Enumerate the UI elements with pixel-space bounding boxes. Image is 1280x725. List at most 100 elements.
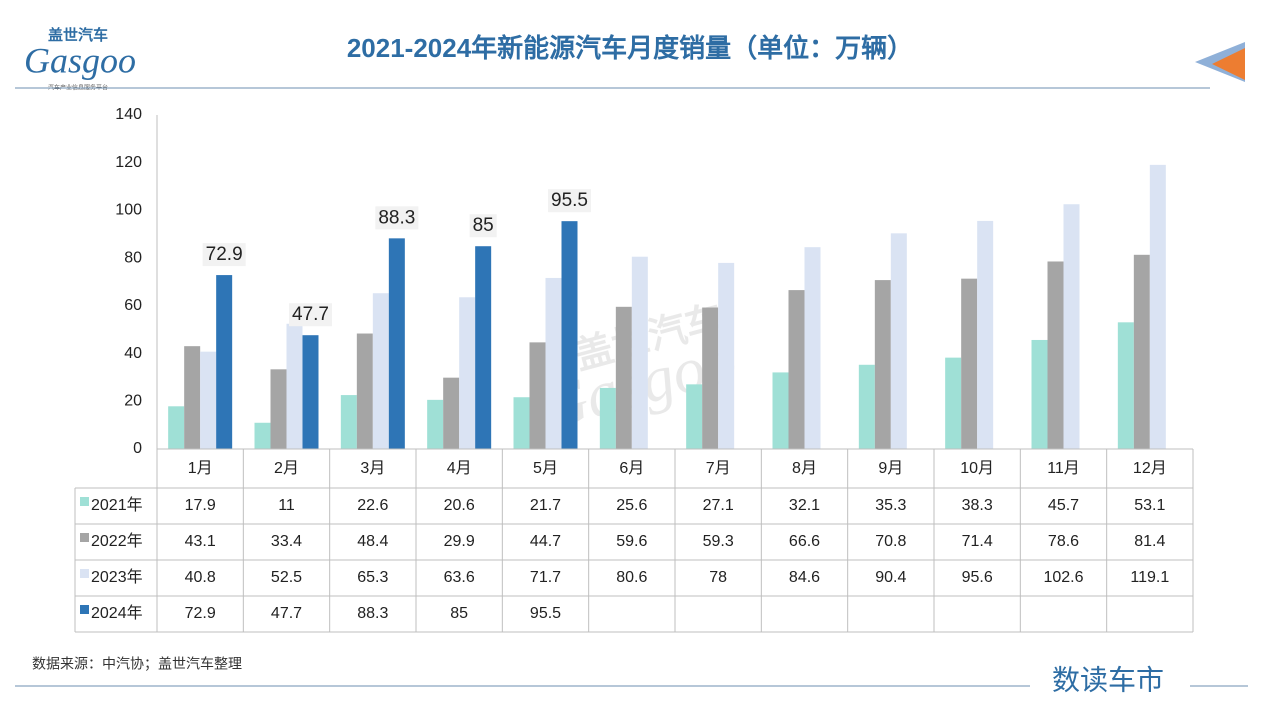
y-tick-label: 100	[115, 202, 142, 219]
bar	[961, 278, 978, 449]
table-cell: 32.1	[789, 497, 820, 514]
table-cell: 27.1	[703, 497, 734, 514]
table-cell: 71.4	[962, 533, 993, 550]
bar	[513, 397, 530, 449]
table-cell: 119.1	[1130, 569, 1169, 586]
table-cell: 59.3	[703, 533, 734, 550]
bar	[270, 369, 287, 449]
data-label: 47.7	[292, 304, 329, 325]
brand: 数读车市	[1052, 664, 1164, 695]
chart-title: 2021-2024年新能源汽车月度销量（单位：万辆）	[347, 33, 913, 63]
bar	[945, 357, 962, 449]
table-cell: 88.3	[357, 605, 388, 622]
bar	[388, 238, 405, 449]
bar	[168, 406, 185, 449]
legend-label: 2023年	[91, 568, 143, 586]
bar	[372, 293, 389, 449]
table-cell: 35.3	[875, 497, 906, 514]
x-tick-label: 12月	[1133, 460, 1167, 477]
data-label-box	[289, 303, 332, 327]
table-cell: 47.7	[271, 605, 302, 622]
x-tick-label: 2月	[274, 460, 299, 477]
bar	[804, 247, 821, 449]
table-cell: 102.6	[1043, 569, 1083, 586]
table-cell: 20.6	[444, 497, 475, 514]
bar	[599, 387, 616, 449]
y-tick-label: 0	[133, 440, 142, 457]
bar	[874, 280, 891, 449]
table-cell: 90.4	[875, 569, 906, 586]
bar	[890, 233, 907, 449]
x-tick-label: 7月	[706, 460, 731, 477]
legend-label: 2021年	[91, 496, 143, 514]
bar	[718, 262, 735, 449]
source-note: 数据来源：中汽协；盖世汽车整理	[32, 656, 242, 673]
bar	[1133, 254, 1150, 449]
table-cell: 11	[278, 497, 295, 514]
bar	[1149, 164, 1166, 449]
logo-cn: 盖世汽车	[48, 26, 108, 44]
table-cell: 21.7	[530, 497, 561, 514]
table-cell: 48.4	[357, 533, 388, 550]
logo-en: Gasgoo	[24, 40, 136, 80]
y-tick-label: 80	[124, 249, 142, 266]
x-tick-label: 1月	[188, 460, 213, 477]
table-cell: 22.6	[357, 497, 388, 514]
table-cell: 72.9	[185, 605, 216, 622]
bar	[702, 307, 719, 449]
y-tick-label: 40	[124, 345, 142, 362]
table-cell: 59.6	[616, 533, 647, 550]
legend-label: 2022年	[91, 532, 143, 550]
table-cell: 45.7	[1048, 497, 1079, 514]
table-cell: 43.1	[185, 533, 216, 550]
table-cell: 78	[709, 569, 727, 586]
table-cell: 44.7	[530, 533, 561, 550]
data-label-box	[548, 189, 591, 213]
y-tick-label: 120	[115, 154, 142, 171]
bar	[475, 246, 492, 449]
bar	[788, 290, 805, 449]
x-tick-label: 6月	[619, 460, 644, 477]
table-cell: 53.1	[1134, 497, 1165, 514]
x-tick-label: 9月	[878, 460, 903, 477]
bar	[302, 335, 319, 449]
table-cell: 81.4	[1134, 533, 1165, 550]
data-label: 88.3	[378, 207, 415, 228]
bar	[858, 364, 875, 449]
table-cell: 78.6	[1048, 533, 1079, 550]
table-cell: 65.3	[357, 569, 388, 586]
y-tick-label: 20	[124, 393, 142, 410]
table-cell: 70.8	[875, 533, 906, 550]
legend-swatch	[80, 605, 89, 614]
bar	[356, 333, 373, 449]
x-tick-label: 3月	[360, 460, 385, 477]
table-cell: 33.4	[271, 533, 302, 550]
y-tick-label: 140	[115, 106, 142, 123]
bar	[427, 399, 444, 449]
legend-swatch	[80, 569, 89, 578]
x-tick-label: 11月	[1047, 460, 1080, 477]
bar	[545, 277, 562, 449]
bar	[615, 306, 632, 449]
legend-swatch	[80, 497, 89, 506]
bar	[216, 275, 233, 449]
legend-swatch	[80, 533, 89, 542]
table-cell: 71.7	[530, 569, 561, 586]
bar	[529, 342, 546, 449]
bar	[1063, 204, 1080, 449]
bar	[340, 395, 357, 449]
table-cell: 95.6	[962, 569, 993, 586]
data-label: 85	[473, 215, 494, 236]
data-label-box	[469, 214, 497, 238]
bar	[1047, 261, 1064, 449]
chart: 0 20 40 60 80 100 120 140 72.9 47.7 88.3 85 95.5 1月 2月…	[74, 106, 1194, 633]
bar	[254, 422, 271, 449]
data-label: 72.9	[206, 244, 243, 265]
bar	[686, 384, 703, 449]
data-label-box	[375, 206, 419, 230]
data-label-box	[202, 243, 246, 267]
bar	[772, 372, 789, 449]
table-cell: 80.6	[616, 569, 647, 586]
x-tick-label: 5月	[533, 460, 558, 477]
